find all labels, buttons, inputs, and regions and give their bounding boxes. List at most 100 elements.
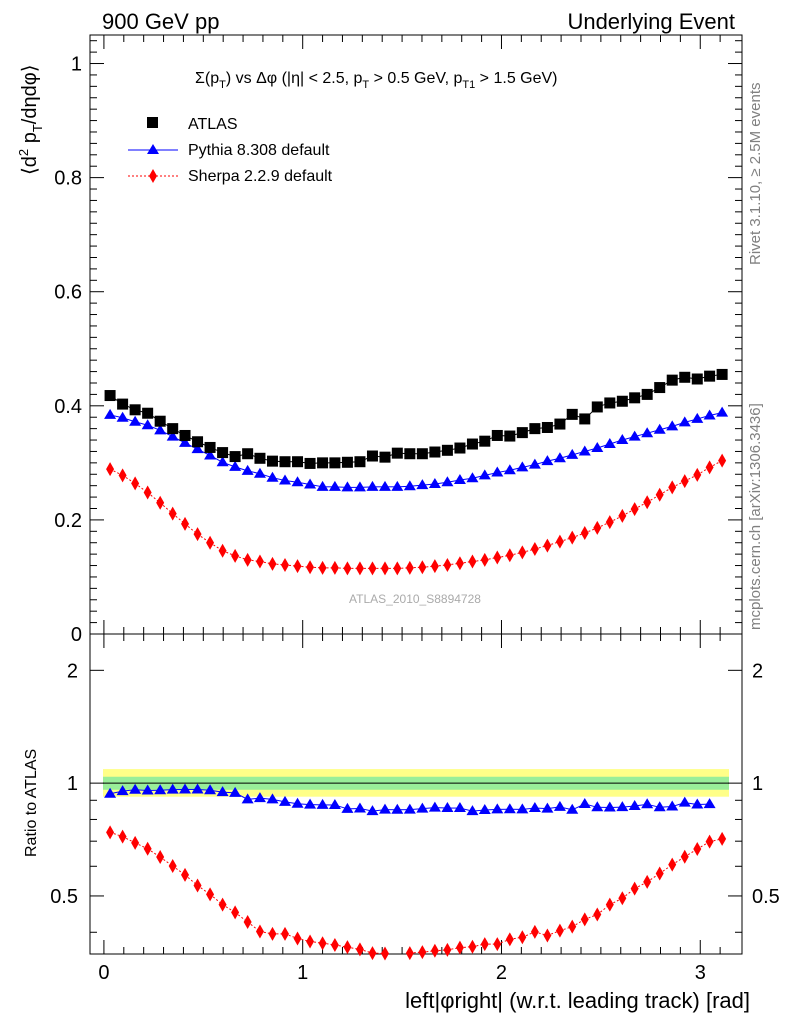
pythia-data-point [578, 797, 591, 808]
atlas-data-point [616, 395, 628, 407]
sherpa-data-point [543, 538, 552, 553]
sherpa-data-point [518, 930, 527, 945]
atlas-data-point [167, 423, 179, 435]
pythia-data-point [216, 456, 229, 467]
atlas-data-point [204, 441, 216, 453]
pythia-data-point [341, 481, 354, 492]
sherpa-data-point [430, 943, 439, 958]
sherpa-data-point [218, 543, 227, 558]
legend-sherpa-marker [149, 169, 157, 183]
atlas-data-point [154, 415, 166, 427]
sherpa-data-point [693, 842, 702, 857]
sherpa-data-point [231, 548, 240, 563]
pythia-data-point [253, 467, 266, 478]
pythia-data-point [166, 783, 179, 794]
ratio-y-tick-label: 2 [67, 660, 78, 682]
sherpa-data-point [605, 515, 614, 530]
pythia-data-point [691, 798, 704, 809]
atlas-data-point [491, 429, 503, 441]
sherpa-data-point [493, 550, 502, 565]
sherpa-data-point [668, 480, 677, 495]
pythia-data-point [191, 783, 204, 794]
pythia-data-point [304, 478, 317, 489]
atlas-data-point [104, 390, 116, 402]
sherpa-data-point [318, 936, 327, 951]
atlas-data-point [504, 430, 516, 442]
sherpa-data-point [355, 561, 364, 576]
atlas-data-point [229, 451, 241, 463]
atlas-data-point [192, 436, 204, 448]
pythia-data-point [553, 800, 566, 811]
pythia-data-point [154, 424, 167, 435]
sherpa-data-point [680, 849, 689, 864]
sherpa-data-point [255, 924, 264, 939]
atlas-data-point [129, 404, 141, 416]
pythia-data-point [666, 420, 679, 431]
sherpa-data-point [643, 874, 652, 889]
sherpa-data-point [268, 556, 277, 571]
sherpa-data-point [555, 923, 564, 938]
sherpa-data-point [493, 937, 502, 952]
atlas-data-point [266, 455, 278, 467]
atlas-data-point [292, 456, 304, 468]
sherpa-data-point [718, 831, 727, 846]
pythia-data-point [378, 480, 391, 491]
atlas-data-point [454, 442, 466, 454]
atlas-data-point [554, 418, 566, 430]
sherpa-data-point [330, 560, 339, 575]
atlas-data-point [566, 408, 578, 420]
sherpa-data-point [293, 931, 302, 946]
sherpa-data-point [518, 545, 527, 560]
pythia-data-point [104, 408, 117, 419]
pythia-data-point [453, 473, 466, 484]
atlas-data-point [416, 448, 428, 460]
pythia-data-point [591, 801, 604, 812]
sherpa-data-point [118, 829, 127, 844]
sherpa-data-point [455, 940, 464, 955]
sherpa-data-point [206, 535, 215, 550]
sherpa-data-point [156, 495, 165, 510]
sherpa-data-point [193, 527, 202, 542]
sherpa-data-point [568, 530, 577, 545]
sherpa-data-point [655, 866, 664, 881]
sherpa-data-point [106, 825, 115, 840]
atlas-data-point [541, 421, 553, 433]
pythia-data-point [491, 466, 504, 477]
main-y-tick-label: 0.2 [54, 510, 82, 532]
pythia-data-point [466, 472, 479, 483]
sherpa-data-point [618, 891, 627, 906]
pythia-data-point [553, 452, 566, 463]
collision-label: 900 GeV pp [102, 9, 219, 34]
pythia-data-point [403, 480, 416, 491]
pythia-data-point [378, 803, 391, 814]
sherpa-data-point [206, 887, 215, 902]
pythia-data-point [116, 785, 129, 796]
atlas-data-point [516, 427, 528, 439]
pythia-data-point [503, 464, 516, 475]
sherpa-data-point [193, 878, 202, 893]
sherpa-data-point [618, 508, 627, 523]
sherpa-data-point [668, 857, 677, 872]
pythia-data-point [478, 803, 491, 814]
pythia-data-point [578, 445, 591, 456]
legend-pythia-label: Pythia 8.308 default [188, 142, 330, 159]
pythia-data-point [603, 801, 616, 812]
sherpa-data-point [555, 534, 564, 549]
atlas-data-point [217, 447, 229, 459]
sherpa-data-point [355, 942, 364, 957]
x-tick-label: 1 [297, 962, 308, 984]
sherpa-data-point [255, 554, 264, 569]
atlas-data-point [142, 407, 154, 419]
pythia-data-point [253, 792, 266, 803]
axes-layer: 0 1 2 3 0 0.2 0.4 0.6 0.8 1 0.5 0.5 1 1 2 2 [50, 35, 780, 984]
atlas-data-point [654, 382, 666, 394]
pythia-data-point [603, 438, 616, 449]
ratio-y-tick-label-right: 2 [752, 660, 763, 682]
pythia-data-point [391, 803, 404, 814]
pythia-data-point [528, 458, 541, 469]
pythia-data-point [328, 480, 341, 491]
pythia-data-point [466, 805, 479, 816]
pythia-data-point [678, 416, 691, 427]
pythia-data-point [266, 793, 279, 804]
pythia-data-point [703, 798, 716, 809]
